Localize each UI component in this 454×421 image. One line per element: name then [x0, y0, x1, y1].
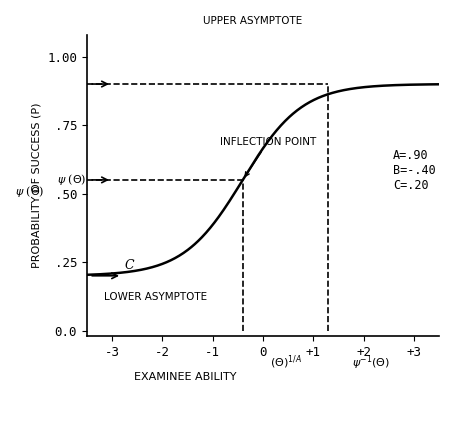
Text: $\psi^{-1}(\Theta)$: $\psi^{-1}(\Theta)$	[352, 354, 390, 373]
Text: UPPER ASYMPTOTE: UPPER ASYMPTOTE	[202, 16, 302, 26]
Text: LOWER ASYMPTOTE: LOWER ASYMPTOTE	[104, 292, 207, 302]
Text: $\psi$ ($\Theta$): $\psi$ ($\Theta$)	[57, 173, 87, 187]
Text: $\psi$ ($\Theta$): $\psi$ ($\Theta$)	[15, 184, 44, 199]
Text: EXAMINEE ABILITY: EXAMINEE ABILITY	[134, 372, 237, 382]
Text: C: C	[124, 258, 134, 272]
Text: INFLECTION POINT: INFLECTION POINT	[220, 137, 316, 176]
Text: $(\Theta)^{1/A}$: $(\Theta)^{1/A}$	[270, 354, 301, 371]
Text: A=.90
B=-.40
C=.20: A=.90 B=-.40 C=.20	[393, 149, 436, 192]
Y-axis label: PROBABILITY OF SUCCESS (P): PROBABILITY OF SUCCESS (P)	[31, 103, 41, 268]
